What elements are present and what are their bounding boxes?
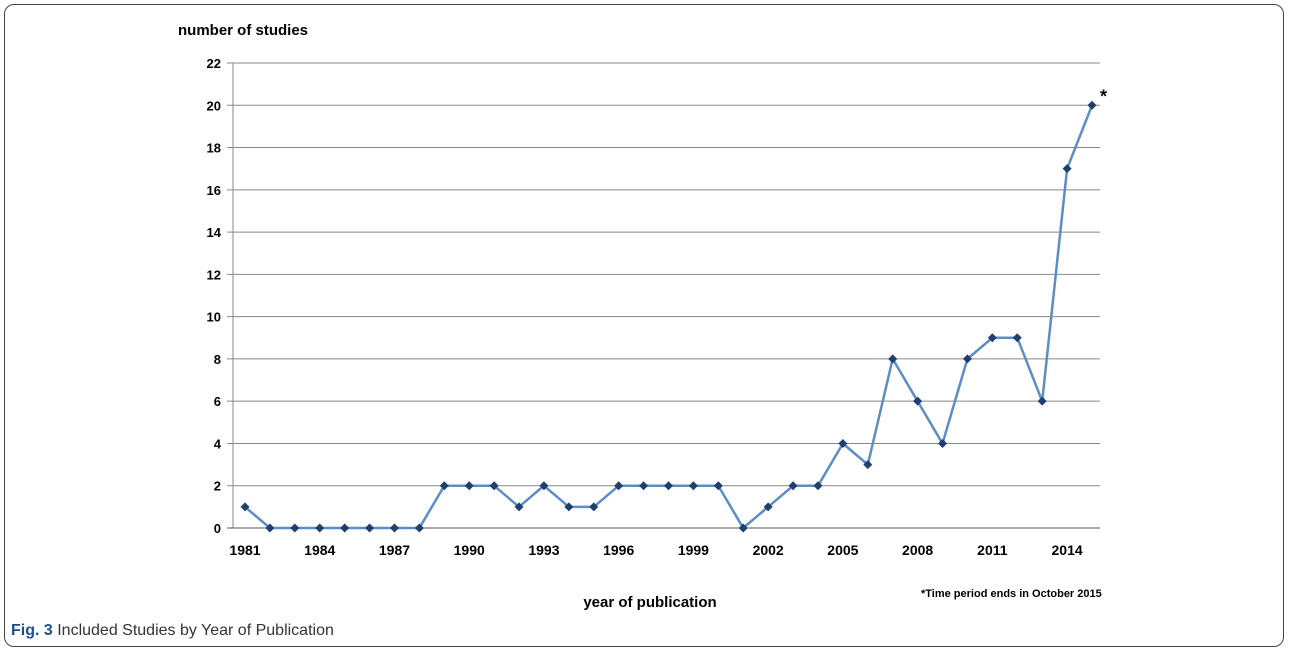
data-point <box>589 502 599 512</box>
y-tick-label: 2 <box>214 479 221 494</box>
x-tick-label: 2014 <box>1052 542 1083 558</box>
data-point <box>564 502 574 512</box>
data-point <box>514 502 524 512</box>
x-tick-label: 2008 <box>902 542 933 558</box>
data-point <box>265 523 275 533</box>
figure-label: Fig. 3 <box>11 622 53 639</box>
data-point <box>1062 164 1072 174</box>
data-point <box>1012 333 1022 343</box>
data-point <box>838 438 848 448</box>
gridlines <box>227 62 1100 529</box>
data-point <box>688 481 698 491</box>
x-tick-label: 1999 <box>678 542 709 558</box>
data-point <box>863 460 873 470</box>
data-point <box>1037 396 1047 406</box>
x-tick-label: 1996 <box>603 542 634 558</box>
figure-caption-text: Included Studies by Year of Publication <box>52 622 334 639</box>
data-point <box>888 354 898 364</box>
data-point <box>664 481 673 491</box>
y-tick-label: 18 <box>207 141 221 156</box>
data-point <box>938 438 948 448</box>
x-tick-label: 1993 <box>528 542 559 558</box>
data-point <box>639 481 649 491</box>
y-tick-label: 8 <box>214 352 221 367</box>
data-point <box>414 523 424 533</box>
x-tick-label: 1990 <box>454 542 485 558</box>
x-tick-label: 2005 <box>827 542 858 558</box>
data-point <box>962 354 972 364</box>
data-point <box>713 481 723 491</box>
x-tick-label: 1987 <box>379 542 410 558</box>
data-point <box>1087 100 1097 110</box>
data-point <box>439 481 449 491</box>
y-tick-label: 22 <box>207 56 221 71</box>
y-tick-label: 0 <box>214 521 221 536</box>
data-point <box>315 523 325 533</box>
data-point <box>763 502 773 512</box>
y-tick-label: 12 <box>207 267 221 282</box>
x-axis-label: year of publication <box>583 594 717 611</box>
x-tick-label: 2002 <box>753 542 784 558</box>
y-tick-label: 16 <box>207 183 221 198</box>
x-tick-label: 1981 <box>229 542 260 558</box>
data-point <box>240 502 250 512</box>
x-tick-label: 2011 <box>977 542 1008 558</box>
figure-frame <box>4 4 1284 647</box>
asterisk-annotation: * <box>1100 86 1107 106</box>
data-point <box>365 523 375 533</box>
figure-caption: Fig. 3 Included Studies by Year of Publi… <box>11 622 334 640</box>
x-tick-labels: 1981 1984 1987 1990 1993 1996 1999 2002 2005 2008… <box>229 542 1082 558</box>
y-tick-label: 20 <box>207 98 221 113</box>
footnote: *Time period ends in October 2015 <box>921 588 1102 600</box>
y-tick-label: 14 <box>207 225 222 240</box>
data-point <box>913 396 923 406</box>
y-tick-label: 4 <box>214 436 222 451</box>
x-tick-label: 1984 <box>304 542 335 558</box>
y-tick-label: 6 <box>214 394 221 409</box>
data-point <box>489 481 499 491</box>
y-axis-label: number of studies <box>178 22 309 39</box>
data-point <box>614 481 624 491</box>
data-point <box>813 481 823 491</box>
data-point <box>464 481 474 491</box>
data-point <box>987 333 997 343</box>
data-point <box>539 481 549 491</box>
data-point <box>788 481 798 491</box>
data-point <box>290 523 300 533</box>
y-tick-labels: 0 2 4 6 8 10 12 14 16 18 20 22 <box>207 56 222 536</box>
data-point <box>389 523 399 533</box>
data-point <box>340 523 350 533</box>
data-markers <box>240 100 1097 533</box>
data-point <box>738 523 748 533</box>
y-tick-label: 10 <box>207 310 221 325</box>
